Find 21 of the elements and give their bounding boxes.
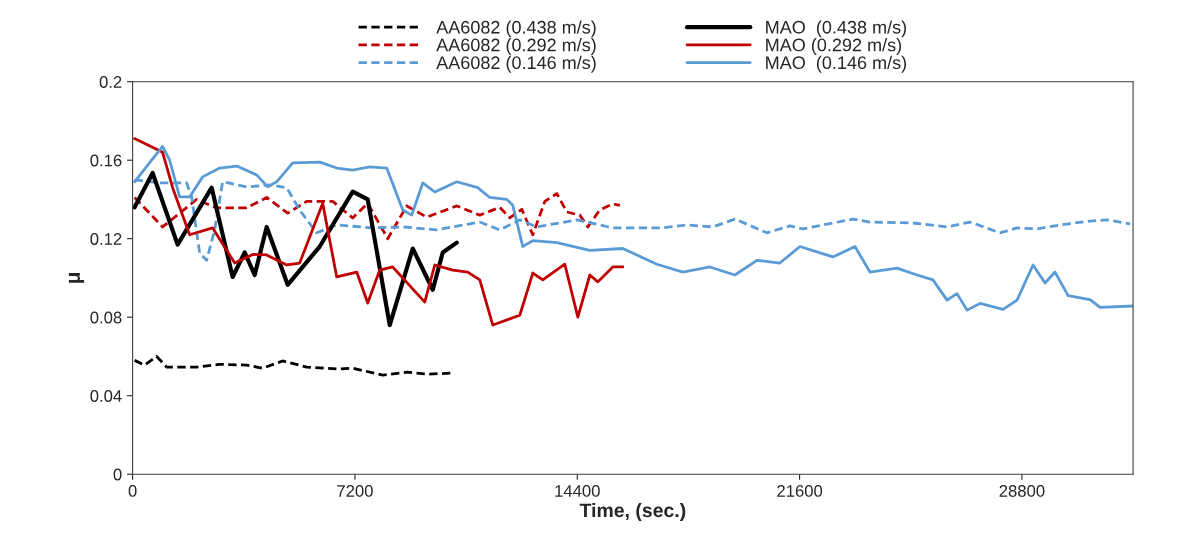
y-tick-label: 0.2 — [99, 76, 122, 88]
y-tick-label: 0.04 — [90, 390, 122, 402]
line-series — [133, 137, 625, 327]
x-tick-label: 0 — [128, 485, 137, 497]
y-tick-label: 0.16 — [90, 154, 122, 167]
legend-label: MAO (0.292 m/s) — [766, 38, 902, 55]
y-axis-title: μ — [68, 272, 85, 283]
legend-label: AA6082 (0.438 m/s) — [436, 20, 596, 38]
legend-label: MAO (0.146 m/s) — [766, 55, 907, 73]
y-tick-label: 0.08 — [90, 311, 122, 324]
legend-label: MAO (0.438 m/s) — [766, 20, 907, 38]
y-tick-label: 0 — [113, 468, 122, 481]
legend-label: AA6082 (0.146 m/s) — [436, 55, 596, 73]
legend-label: AA6082 (0.292 m/s) — [436, 38, 596, 55]
x-tick-label: 7200 — [337, 485, 373, 497]
y-tick-label: 0.12 — [90, 233, 122, 245]
x-tick-label: 28800 — [999, 485, 1045, 497]
line-series — [132, 170, 459, 328]
x-tick-label: 14400 — [555, 485, 600, 497]
x-tick-label: 21600 — [777, 485, 823, 497]
x-axis-title: Time, (sec.) — [579, 502, 686, 522]
